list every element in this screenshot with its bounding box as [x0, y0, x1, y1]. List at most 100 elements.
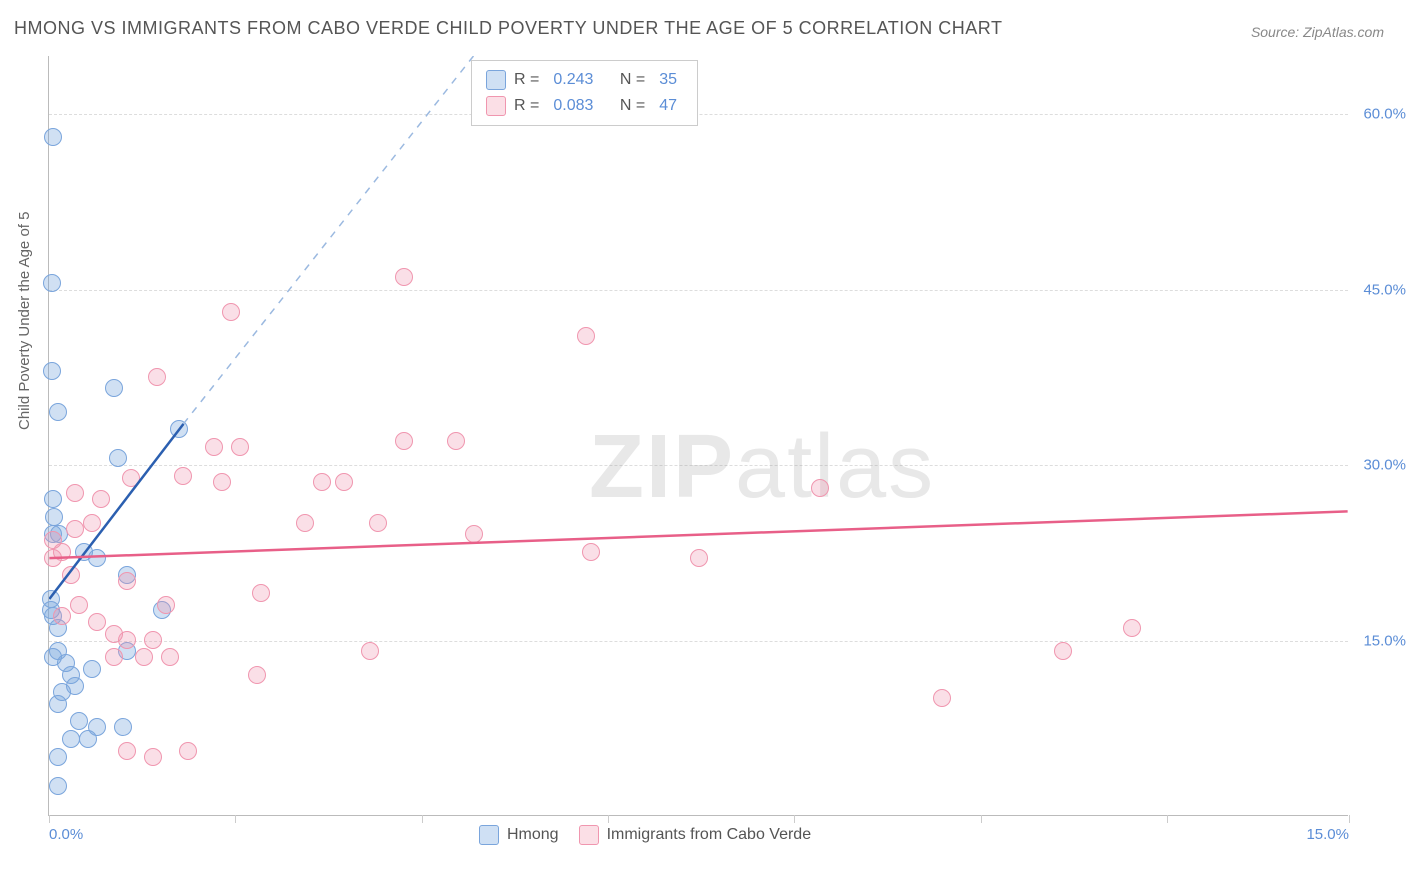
ytick-label: 30.0%	[1363, 457, 1406, 474]
data-point	[45, 508, 63, 526]
source-label: Source: ZipAtlas.com	[1251, 24, 1384, 40]
data-point	[118, 631, 136, 649]
data-point	[1123, 619, 1141, 637]
data-point	[252, 584, 270, 602]
xtick-label: 0.0%	[49, 826, 83, 843]
legend-swatch-caboverde	[486, 96, 506, 116]
data-point	[70, 596, 88, 614]
data-point	[79, 730, 97, 748]
chart-title: HMONG VS IMMIGRANTS FROM CABO VERDE CHIL…	[14, 18, 1002, 39]
n-value-hmong: 35	[659, 67, 677, 93]
data-point	[118, 572, 136, 590]
legend-item-hmong: Hmong	[479, 825, 559, 845]
data-point	[70, 712, 88, 730]
data-point	[88, 549, 106, 567]
data-point	[213, 473, 231, 491]
data-point	[83, 514, 101, 532]
data-point	[465, 525, 483, 543]
r-value-hmong: 0.243	[553, 67, 593, 93]
data-point	[933, 689, 951, 707]
data-point	[170, 420, 188, 438]
data-point	[144, 748, 162, 766]
tick-mark-x	[422, 815, 423, 823]
data-point	[62, 730, 80, 748]
tick-mark-x	[1167, 815, 1168, 823]
data-point	[43, 274, 61, 292]
legend-swatch-caboverde-bottom	[579, 825, 599, 845]
tick-mark-x	[981, 815, 982, 823]
data-point	[577, 327, 595, 345]
legend-correlation: R = 0.243 N = 35 R = 0.083 N = 47	[471, 60, 698, 126]
data-point	[44, 128, 62, 146]
data-point	[222, 303, 240, 321]
data-point	[43, 362, 61, 380]
data-point	[582, 543, 600, 561]
data-point	[144, 631, 162, 649]
data-point	[1054, 642, 1072, 660]
r-label: R =	[514, 67, 539, 93]
ytick-label: 15.0%	[1363, 632, 1406, 649]
y-axis-label: Child Poverty Under the Age of 5	[16, 212, 33, 430]
tick-mark-x	[49, 815, 50, 823]
data-point	[49, 777, 67, 795]
data-point	[109, 449, 127, 467]
data-point	[811, 479, 829, 497]
tick-mark-x	[1349, 815, 1350, 823]
data-point	[395, 432, 413, 450]
data-point	[205, 438, 223, 456]
data-point	[179, 742, 197, 760]
data-point	[231, 438, 249, 456]
data-point	[690, 549, 708, 567]
data-point	[62, 566, 80, 584]
data-point	[361, 642, 379, 660]
data-point	[122, 469, 140, 487]
ytick-label: 60.0%	[1363, 106, 1406, 123]
data-point	[53, 607, 71, 625]
r-label: R =	[514, 93, 539, 119]
data-point	[174, 467, 192, 485]
data-point	[44, 490, 62, 508]
data-point	[369, 514, 387, 532]
tick-mark-x	[608, 815, 609, 823]
chart-area: ZIPatlas 15.0%30.0%45.0%60.0%0.0%15.0% R…	[48, 56, 1348, 816]
data-point	[335, 473, 353, 491]
data-point	[114, 718, 132, 736]
data-point	[296, 514, 314, 532]
legend-swatch-hmong	[486, 70, 506, 90]
legend-item-caboverde: Immigrants from Cabo Verde	[579, 825, 812, 845]
data-point	[83, 660, 101, 678]
data-point	[157, 596, 175, 614]
tick-mark-x	[235, 815, 236, 823]
n-label: N =	[620, 93, 645, 119]
r-value-caboverde: 0.083	[553, 93, 593, 119]
tick-mark-x	[794, 815, 795, 823]
data-point	[395, 268, 413, 286]
legend-swatch-hmong-bottom	[479, 825, 499, 845]
points-layer	[49, 56, 1348, 815]
data-point	[44, 549, 62, 567]
xtick-label: 15.0%	[1306, 826, 1349, 843]
data-point	[118, 742, 136, 760]
data-point	[248, 666, 266, 684]
data-point	[161, 648, 179, 666]
data-point	[105, 648, 123, 666]
data-point	[49, 403, 67, 421]
data-point	[148, 368, 166, 386]
data-point	[92, 490, 110, 508]
data-point	[313, 473, 331, 491]
data-point	[66, 484, 84, 502]
legend-row-caboverde: R = 0.083 N = 47	[486, 93, 683, 119]
ytick-label: 45.0%	[1363, 281, 1406, 298]
data-point	[135, 648, 153, 666]
data-point	[44, 648, 62, 666]
data-point	[66, 520, 84, 538]
data-point	[447, 432, 465, 450]
legend-row-hmong: R = 0.243 N = 35	[486, 67, 683, 93]
data-point	[88, 613, 106, 631]
legend-label-hmong: Hmong	[507, 826, 559, 844]
legend-series: Hmong Immigrants from Cabo Verde	[479, 825, 811, 845]
n-value-caboverde: 47	[659, 93, 677, 119]
legend-label-caboverde: Immigrants from Cabo Verde	[607, 826, 812, 844]
data-point	[49, 748, 67, 766]
n-label: N =	[620, 67, 645, 93]
